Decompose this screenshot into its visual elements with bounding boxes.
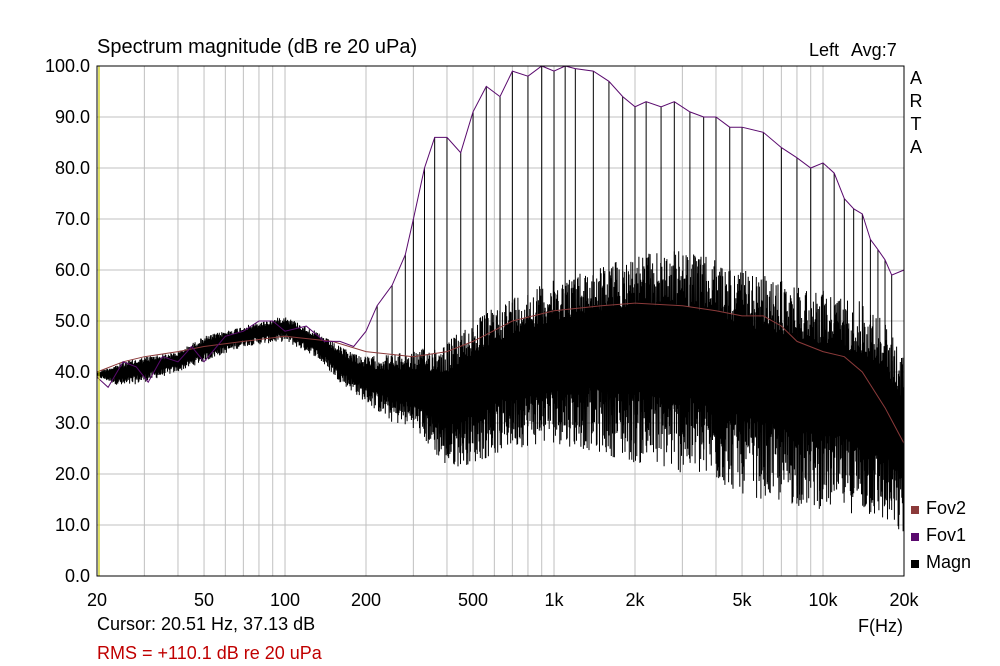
- y-tick-label: 80.0: [55, 158, 90, 178]
- fov1-line: [96, 65, 905, 389]
- y-tick-label: 10.0: [55, 515, 90, 535]
- brand-letter: A: [910, 137, 922, 157]
- legend-label-fov1: Fov1: [926, 525, 966, 545]
- y-axis-ticks: 0.0 10.0 20.0 30.0 40.0 50.0 60.0 70.0 80.0 90.0 1…: [45, 56, 90, 586]
- cursor-readout: Cursor: 20.51 Hz, 37.13 dB: [97, 614, 315, 634]
- y-tick-label: 0.0: [65, 566, 90, 586]
- x-tick-label: 200: [351, 590, 381, 610]
- y-tick-label: 100.0: [45, 56, 90, 76]
- brand-letter: T: [911, 114, 922, 134]
- fov2-line: [96, 302, 905, 444]
- x-tick-label: 100: [270, 590, 300, 610]
- legend-swatch-fov2: [911, 506, 919, 514]
- y-tick-label: 70.0: [55, 209, 90, 229]
- overlay-series: [96, 65, 905, 520]
- brand-letter: A: [910, 68, 922, 88]
- legend-swatch-magn: [911, 560, 919, 568]
- channel-label: Left: [809, 40, 839, 60]
- rms-readout: RMS = +110.1 dB re 20 uPa: [97, 643, 323, 663]
- legend-label-magn: Magn: [926, 552, 971, 572]
- brand-letter: R: [910, 91, 923, 111]
- y-tick-label: 50.0: [55, 311, 90, 331]
- x-tick-label: 10k: [809, 590, 839, 610]
- y-tick-label: 90.0: [55, 107, 90, 127]
- x-tick-label: 5k: [733, 590, 753, 610]
- y-tick-label: 40.0: [55, 362, 90, 382]
- y-tick-label: 30.0: [55, 413, 90, 433]
- x-tick-label: 20k: [889, 590, 919, 610]
- x-tick-label: 20: [87, 590, 107, 610]
- legend: Fov2 Fov1 Magn: [911, 498, 971, 572]
- y-tick-label: 20.0: [55, 464, 90, 484]
- averaging-label: Avg:7: [851, 40, 897, 60]
- x-axis-label: F(Hz): [858, 616, 903, 636]
- plot-frame: [96, 65, 905, 577]
- chart-title: Spectrum magnitude (dB re 20 uPa): [97, 36, 417, 58]
- x-tick-label: 2k: [625, 590, 645, 610]
- legend-label-fov2: Fov2: [926, 498, 966, 518]
- x-axis-ticks: 20 50 100 200 500 1k 2k 5k 10k 20k: [87, 590, 920, 610]
- x-tick-label: 50: [194, 590, 214, 610]
- x-tick-label: 1k: [545, 590, 565, 610]
- legend-swatch-fov1: [911, 533, 919, 541]
- y-tick-label: 60.0: [55, 260, 90, 280]
- x-tick-label: 500: [458, 590, 488, 610]
